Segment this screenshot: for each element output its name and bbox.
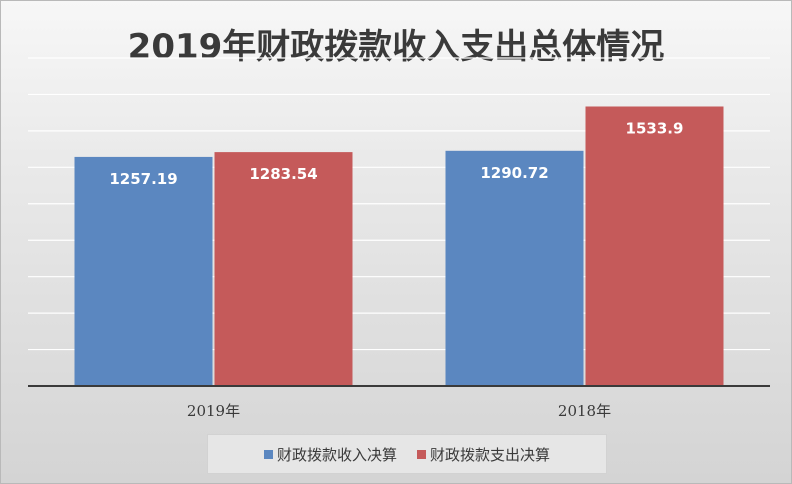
- category-labels: 2019年 2018年: [187, 402, 611, 420]
- bar-expense-1: [585, 106, 724, 387]
- bar-income-0: [74, 156, 213, 386]
- bar-expense-0: [214, 152, 353, 386]
- category-label: 2018年: [558, 402, 611, 420]
- bar-income-1: [445, 150, 584, 386]
- legend-label-income: 财政拨款收入决算: [276, 445, 397, 464]
- data-label: 1290.72: [480, 164, 548, 182]
- legend-swatch-expense: [417, 449, 426, 459]
- legend-swatch-income: [263, 449, 273, 459]
- bars: 1257.19 1283.54 1290.72 1533.9: [74, 106, 724, 387]
- legend-item-expense: 财政拨款支出决算: [417, 444, 550, 465]
- data-label: 1533.9: [626, 119, 684, 137]
- category-label: 2019年: [187, 402, 240, 420]
- data-label: 1283.54: [249, 165, 317, 183]
- chart-title: 2019年财政拨款收入支出总体情况: [127, 27, 665, 67]
- data-label: 1257.19: [109, 170, 177, 188]
- legend-label-expense: 财政拨款支出决算: [430, 445, 551, 464]
- legend: 财政拨款收入决算 财政拨款支出决算: [207, 434, 607, 474]
- legend-item-income: 财政拨款收入决算: [263, 444, 397, 465]
